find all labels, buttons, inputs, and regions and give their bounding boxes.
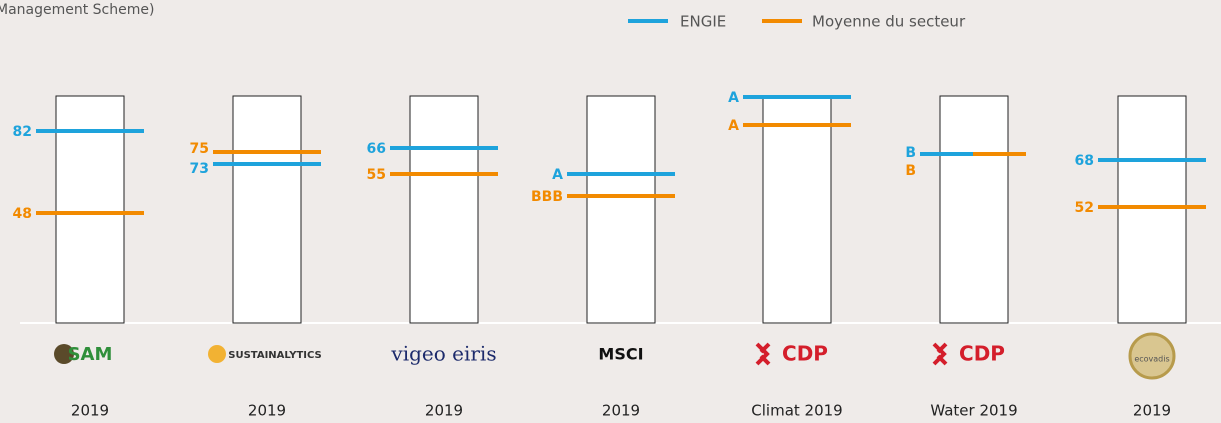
column-caption: 2019 — [602, 402, 640, 420]
rating-column — [1117, 95, 1187, 324]
legend-label: ENGIE — [680, 13, 726, 31]
engie-label: 66 — [367, 141, 386, 157]
sector-label: 75 — [190, 141, 209, 157]
engie-label: 82 — [13, 124, 32, 140]
rating-column — [586, 95, 656, 324]
logo: MSCI — [598, 345, 643, 364]
engie-label: B — [905, 145, 916, 161]
column-caption: Water 2019 — [930, 402, 1017, 420]
column-caption: 2019 — [248, 402, 286, 420]
legend-label: Moyenne du secteur — [812, 13, 966, 31]
logo: CDP — [782, 342, 828, 366]
logo: SAM — [68, 344, 113, 365]
logo: SUSTAINALYTICS — [228, 350, 321, 361]
engie-label: 73 — [190, 161, 209, 177]
rating-column — [232, 95, 302, 324]
column-caption: 2019 — [1133, 402, 1171, 420]
sector-label: A — [728, 118, 739, 134]
column-caption: 2019 — [71, 402, 109, 420]
logo: ecovadis — [1134, 355, 1169, 364]
sector-label: 55 — [367, 167, 386, 183]
sector-label: B — [905, 163, 916, 179]
engie-label: A — [728, 90, 739, 106]
logo-icon — [755, 342, 771, 366]
rating-column — [55, 95, 125, 324]
subtitle: Management Scheme) — [0, 2, 154, 18]
logo-icon — [208, 345, 226, 363]
logo-badge — [1128, 332, 1176, 380]
sector-label: 52 — [1075, 200, 1094, 216]
sector-label: BBB — [531, 189, 563, 205]
rating-column — [762, 95, 832, 324]
rating-column — [939, 95, 1009, 324]
logo: CDP — [959, 342, 1005, 366]
logo-icon — [932, 342, 948, 366]
rating-column — [409, 95, 479, 324]
logo-icon — [54, 344, 74, 364]
engie-label: 68 — [1075, 153, 1094, 169]
logo: vigeo eiris — [390, 342, 496, 366]
engie-label: A — [552, 167, 563, 183]
sector-label: 48 — [13, 206, 32, 222]
column-caption: 2019 — [425, 402, 463, 420]
column-caption: Climat 2019 — [751, 402, 842, 420]
